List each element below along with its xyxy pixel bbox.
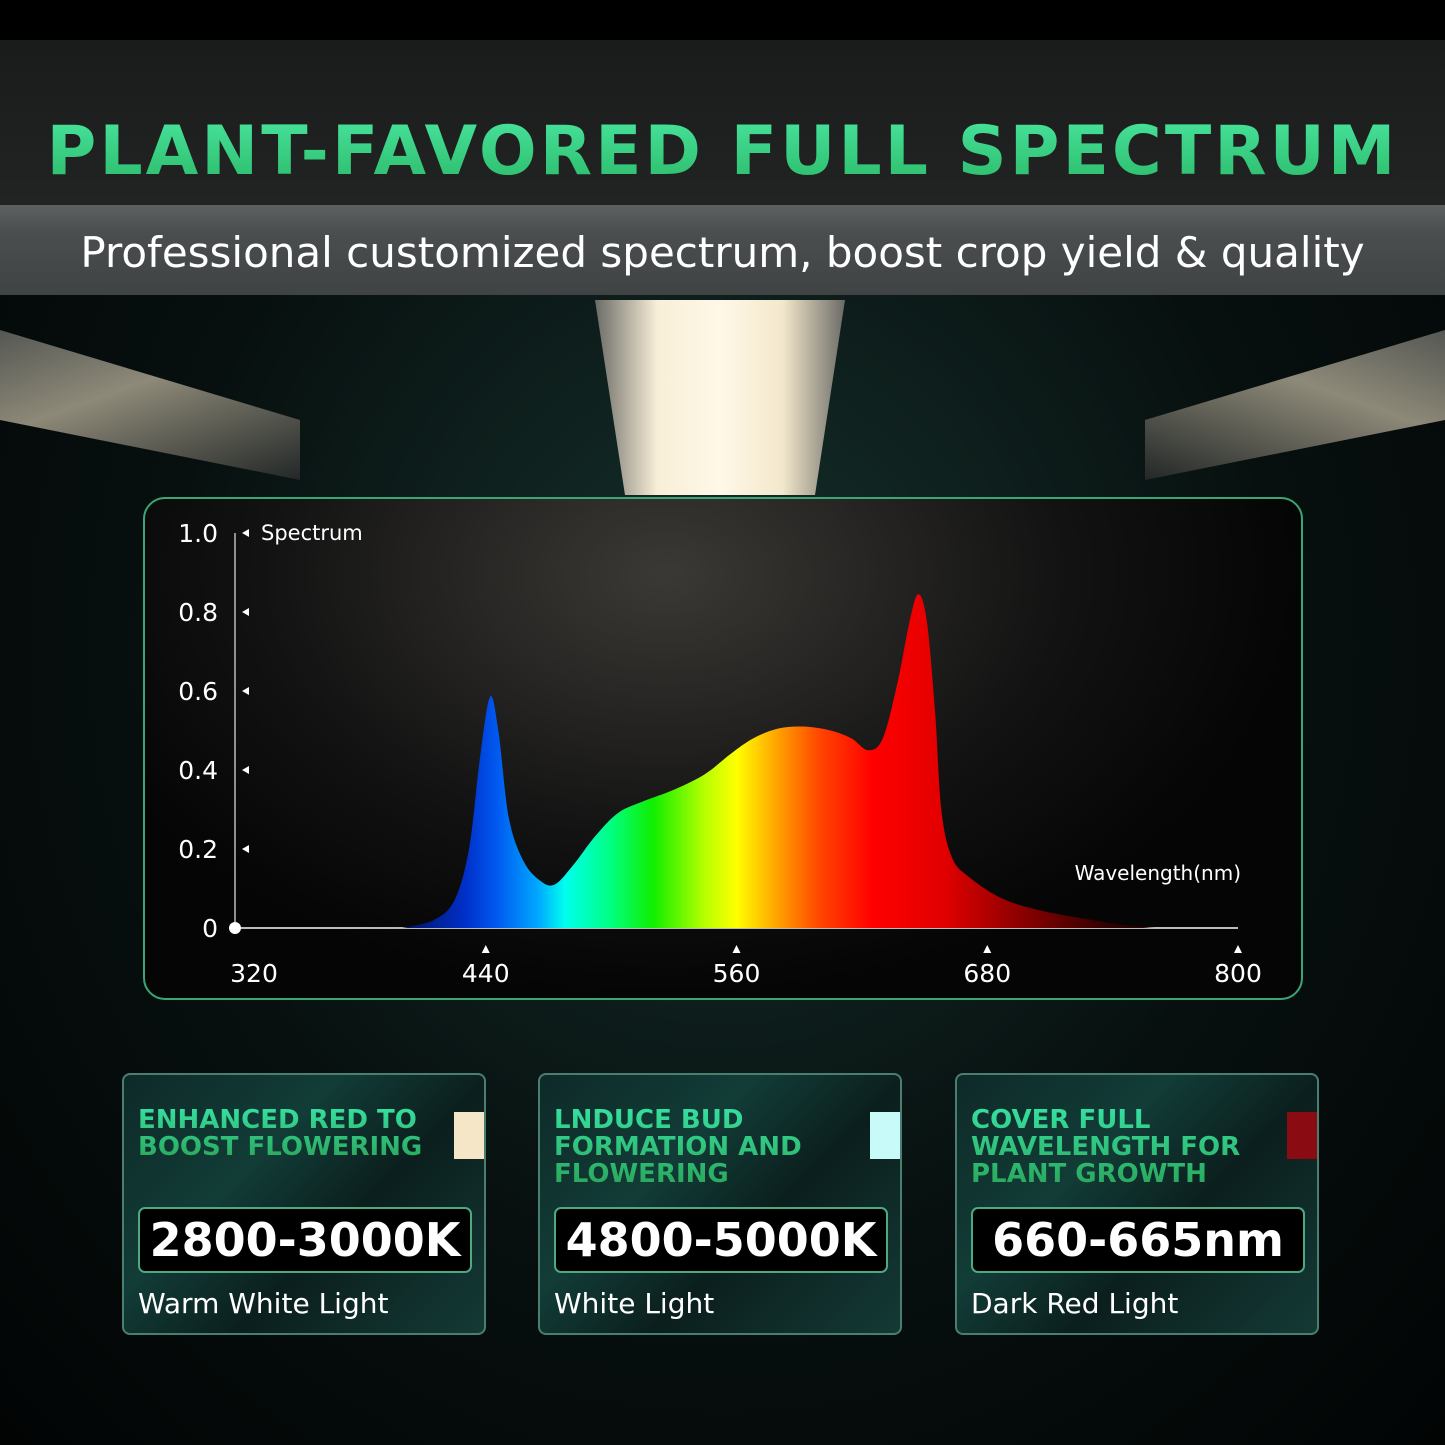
header-band bbox=[0, 40, 1445, 210]
x-tick-label: 800 bbox=[1214, 959, 1262, 988]
card-heading: ENHANCED RED TO BOOST FLOWERING bbox=[138, 1107, 438, 1161]
spectrum-chart-panel: Spectrum Wavelength(nm) 0 0.2 0.4 0.6 0.8 1.0… bbox=[143, 497, 1303, 1000]
card-label: Warm White Light bbox=[138, 1287, 389, 1320]
info-card-warm-white: ENHANCED RED TO BOOST FLOWERING 2800-300… bbox=[122, 1073, 486, 1335]
x-tick-label: 440 bbox=[462, 959, 510, 988]
page-subtitle: Professional customized spectrum, boost … bbox=[80, 228, 1365, 277]
x-tick-label: 680 bbox=[963, 959, 1011, 988]
y-tick-marker bbox=[242, 687, 249, 695]
card-value: 660-665nm bbox=[971, 1207, 1305, 1273]
top-bar bbox=[0, 0, 1445, 40]
spectrum-chart: Spectrum Wavelength(nm) 0 0.2 0.4 0.6 0.8 1.0… bbox=[178, 519, 1262, 988]
y-tick-marker bbox=[242, 845, 249, 853]
color-swatch bbox=[454, 1112, 484, 1159]
side-light-right bbox=[1145, 330, 1445, 480]
x-tick-label: 320 bbox=[230, 959, 278, 988]
page-title: PLANT-FAVORED FULL SPECTRUM bbox=[0, 112, 1445, 191]
x-tick-marker bbox=[732, 945, 741, 953]
y-tick-marker bbox=[242, 766, 249, 774]
y-tick-label: 0 bbox=[202, 914, 218, 943]
color-swatch bbox=[1287, 1112, 1317, 1159]
card-heading: COVER FULL WAVELENGTH FOR PLANT GROWTH bbox=[971, 1107, 1271, 1188]
y-tick-label: 0.6 bbox=[178, 677, 218, 706]
y-tick-marker bbox=[242, 608, 249, 616]
origin-dot bbox=[229, 922, 241, 934]
color-swatch bbox=[870, 1112, 900, 1159]
y-tick-label: 0.8 bbox=[178, 598, 218, 627]
side-light-left bbox=[0, 330, 300, 480]
fixture-rail bbox=[0, 205, 1445, 295]
y-tick-label: 0.2 bbox=[178, 835, 218, 864]
card-label: Dark Red Light bbox=[971, 1287, 1179, 1320]
info-card-dark-red: COVER FULL WAVELENGTH FOR PLANT GROWTH 6… bbox=[955, 1073, 1319, 1335]
x-tick-marker bbox=[481, 945, 490, 953]
y-tick-label: 0.4 bbox=[178, 756, 218, 785]
info-card-white: LNDUCE BUD FORMATION AND FLOWERING 4800-… bbox=[538, 1073, 902, 1335]
grow-light-fixture bbox=[595, 300, 845, 495]
x-tick-marker bbox=[1234, 945, 1242, 953]
card-value: 2800-3000K bbox=[138, 1207, 472, 1273]
card-heading: LNDUCE BUD FORMATION AND FLOWERING bbox=[554, 1107, 854, 1188]
x-axis-label: Wavelength(nm) bbox=[1075, 861, 1241, 885]
x-tick-marker bbox=[983, 945, 992, 953]
card-value: 4800-5000K bbox=[554, 1207, 888, 1273]
y-tick-label: 1.0 bbox=[178, 519, 218, 548]
spectrum-area bbox=[402, 594, 1155, 928]
card-label: White Light bbox=[554, 1287, 715, 1320]
y-tick-marker bbox=[242, 529, 249, 537]
x-tick-label: 560 bbox=[713, 959, 761, 988]
y-axis-label: Spectrum bbox=[261, 521, 363, 545]
